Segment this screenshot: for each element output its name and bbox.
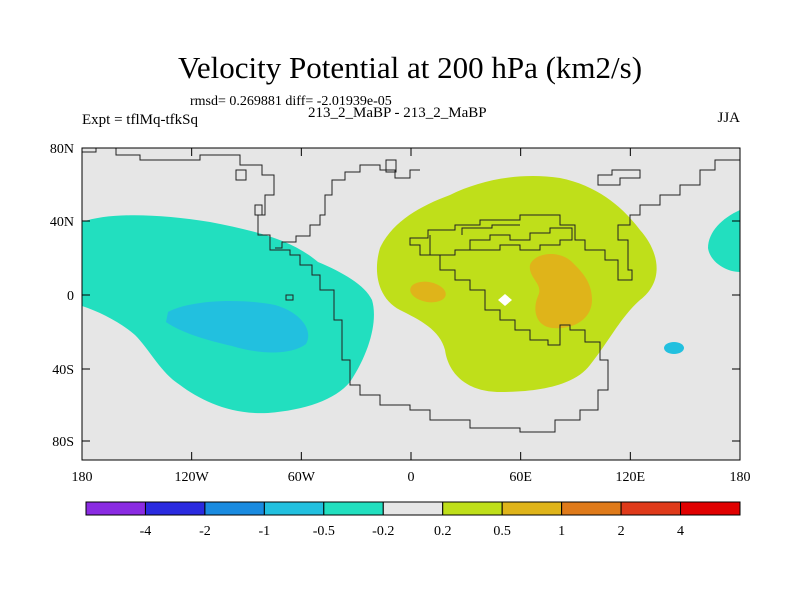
colorbar-swatch (382, 501, 444, 516)
lon-tick-label: 60W (288, 470, 316, 485)
colorbar-label: -4 (140, 524, 152, 539)
latitude-axis: 80N 40N 0 40S 80S (50, 142, 740, 450)
colorbar-swatch (442, 501, 503, 516)
stats-line: rmsd= 0.269881 diff= -2.01939e-05 (190, 94, 392, 109)
coastline-islands (235, 159, 641, 301)
lon-tick-label: 60E (509, 470, 532, 485)
neg-contour-east (708, 210, 740, 272)
contour-fields (82, 148, 740, 433)
colorbar-swatch (680, 501, 741, 516)
colorbar-label: -0.2 (372, 524, 394, 539)
lon-tick-label: 120E (616, 470, 646, 485)
lat-tick-label: 40N (50, 215, 74, 230)
season-label: JJA (717, 110, 740, 126)
pos-contour-mid-main (529, 254, 592, 329)
lon-tick-label: 0 (408, 470, 415, 485)
colorbar-label: 2 (618, 524, 625, 539)
colorbar-label: -1 (259, 524, 271, 539)
colorbar-label: 1 (558, 524, 565, 539)
lat-tick-label: 80N (50, 142, 74, 157)
longitude-axis: 180 120W 60W 0 60E 120E 180 (72, 148, 751, 485)
lat-tick-label: 0 (67, 289, 74, 304)
colorbar-label: 0.5 (493, 524, 511, 539)
colorbar-label: -2 (199, 524, 211, 539)
coastline-north-america (275, 164, 420, 249)
lon-tick-label: 180 (730, 470, 751, 485)
colorbar: -4 -2 -1 -0.5 -0.2 0.2 0.5 1 2 4 (85, 501, 741, 539)
pos-contour-hole (498, 294, 512, 306)
colorbar-swatch (204, 501, 265, 516)
coastline (82, 148, 740, 433)
colorbar-swatch (620, 501, 682, 516)
coastline-asia-inner (429, 224, 573, 256)
colorbar-swatch (561, 501, 622, 516)
chart-title: Velocity Potential at 200 hPa (km2/s) (177, 50, 643, 85)
colorbar-swatch (323, 501, 384, 516)
colorbar-label: -0.5 (313, 524, 335, 539)
neg-contour-mid (166, 300, 309, 353)
pos-contour-mid-small (410, 281, 446, 303)
colorbar-swatch (144, 501, 206, 516)
lat-tick-label: 40S (52, 363, 74, 378)
colorbar-swatch (501, 501, 563, 516)
lon-tick-label: 120W (175, 470, 210, 485)
colorbar-swatch (85, 501, 146, 516)
colorbar-label: 4 (677, 524, 684, 539)
colorbar-swatch (263, 501, 325, 516)
subtitle: 213_2_MaBP - 213_2_MaBP (308, 105, 487, 121)
colorbar-label: 0.2 (434, 524, 452, 539)
lon-tick-label: 180 (72, 470, 93, 485)
lat-tick-label: 80S (52, 435, 74, 450)
neg-contour-small (664, 342, 684, 354)
experiment-label: Expt = tflMq-tfkSq (82, 112, 198, 128)
